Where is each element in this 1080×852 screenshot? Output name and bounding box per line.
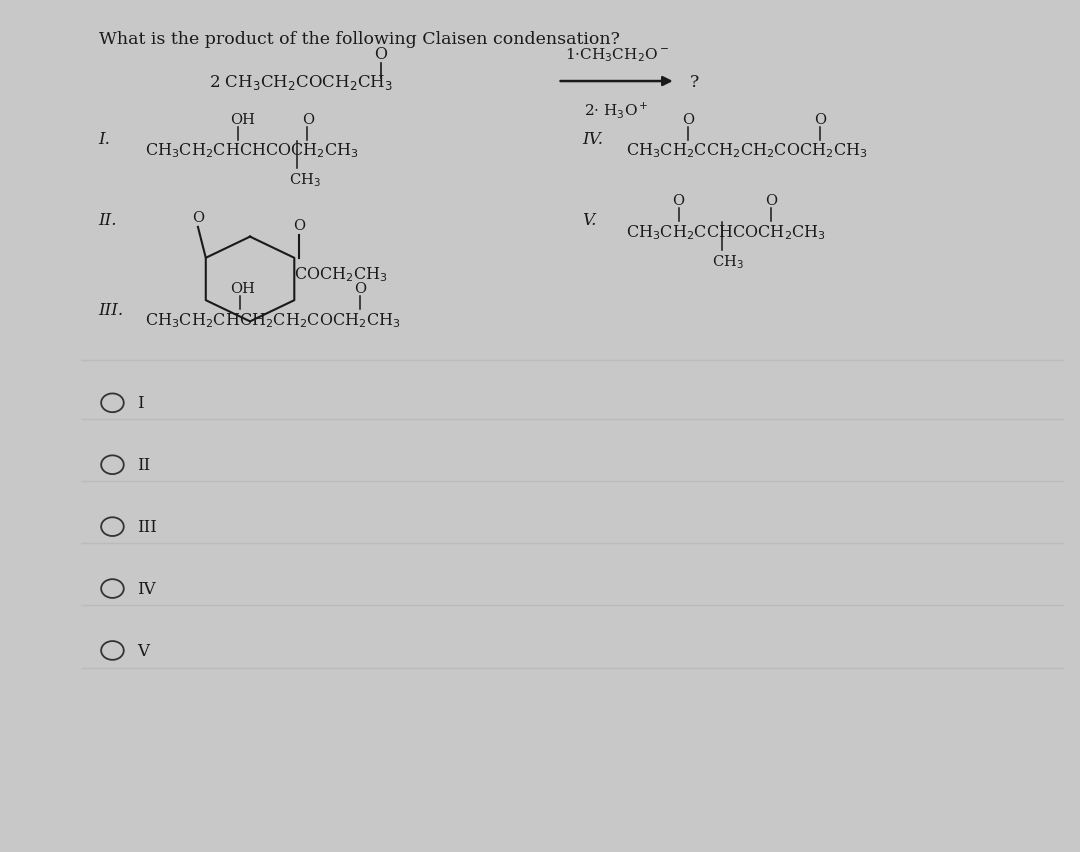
Text: CH$_3$: CH$_3$ xyxy=(289,171,321,189)
Text: O: O xyxy=(192,210,204,224)
Text: O: O xyxy=(375,46,388,63)
Text: O: O xyxy=(302,112,314,127)
Text: CH$_3$CH$_2$CCH$_2$CH$_2$COCH$_2$CH$_3$: CH$_3$CH$_2$CCH$_2$CH$_2$COCH$_2$CH$_3$ xyxy=(626,141,868,160)
Text: O: O xyxy=(293,218,306,233)
Text: 2$\cdot$ H$_3$O$^+$: 2$\cdot$ H$_3$O$^+$ xyxy=(584,100,649,120)
Text: III.: III. xyxy=(98,302,124,319)
Text: OH: OH xyxy=(230,282,255,296)
Text: COCH$_2$CH$_3$: COCH$_2$CH$_3$ xyxy=(295,265,388,284)
Text: O: O xyxy=(673,194,685,208)
Text: CH$_3$CH$_2$CHCH$_2$CH$_2$COCH$_2$CH$_3$: CH$_3$CH$_2$CHCH$_2$CH$_2$COCH$_2$CH$_3$ xyxy=(145,311,401,329)
Text: What is the product of the following Claisen condensation?: What is the product of the following Cla… xyxy=(98,31,620,48)
Text: IV.: IV. xyxy=(582,130,604,147)
Text: O: O xyxy=(765,194,777,208)
Text: 1$\cdot$CH$_3$CH$_2$O$^-$: 1$\cdot$CH$_3$CH$_2$O$^-$ xyxy=(565,46,669,64)
Text: O: O xyxy=(683,112,694,127)
Text: O: O xyxy=(354,282,366,296)
Text: III: III xyxy=(137,519,157,536)
Text: V.: V. xyxy=(582,212,596,229)
Text: II.: II. xyxy=(98,212,118,229)
Text: O: O xyxy=(814,112,826,127)
Text: 2 CH$_3$CH$_2$COCH$_2$CH$_3$: 2 CH$_3$CH$_2$COCH$_2$CH$_3$ xyxy=(208,72,393,91)
Text: ?: ? xyxy=(690,73,700,90)
Text: I.: I. xyxy=(98,130,110,147)
Text: CH$_3$CH$_2$CHCHCOCH$_2$CH$_3$: CH$_3$CH$_2$CHCHCOCH$_2$CH$_3$ xyxy=(145,141,359,160)
Text: CH$_3$: CH$_3$ xyxy=(712,253,744,270)
Text: V: V xyxy=(137,642,149,659)
Text: I: I xyxy=(137,394,144,412)
Text: OH: OH xyxy=(230,112,255,127)
Text: II: II xyxy=(137,457,150,474)
Text: CH$_3$CH$_2$CCHCOCH$_2$CH$_3$: CH$_3$CH$_2$CCHCOCH$_2$CH$_3$ xyxy=(626,222,826,241)
Text: IV: IV xyxy=(137,580,156,597)
